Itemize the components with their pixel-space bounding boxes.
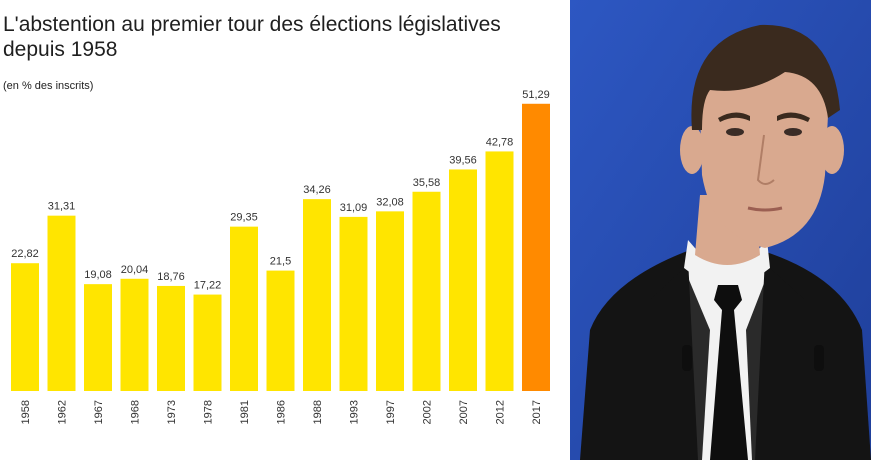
chart-title: L'abstention au premier tour des électio…: [3, 13, 501, 61]
lapel-mic-left: [682, 345, 692, 371]
x-tick-2017: 2017: [531, 400, 543, 424]
data-label-1997: 32,08: [376, 196, 404, 208]
lapel-mic-right: [814, 345, 824, 371]
bar-1967: [84, 284, 112, 391]
bar-2002: [412, 191, 441, 391]
bar-1988: [303, 199, 331, 391]
lapel-left: [630, 268, 710, 460]
bar-1978: [193, 294, 222, 391]
bar-1958: [11, 263, 39, 391]
data-label-1978: 17,22: [194, 280, 222, 292]
face: [700, 60, 828, 248]
data-label-2002: 35,58: [413, 177, 441, 189]
bar-chart: 22,82 1958 31,31 1962 19,08 1967 20,04 1968 18,7…: [11, 89, 550, 424]
portrait-image: [570, 0, 871, 460]
data-label-1958: 22,82: [11, 248, 39, 260]
data-label-2007: 39,56: [449, 154, 477, 166]
bar-1962: [47, 215, 76, 391]
bar-1973: [157, 285, 185, 391]
data-label-1973: 18,76: [157, 271, 185, 283]
bar-2017: [522, 103, 550, 391]
eyebrow-right: [777, 112, 810, 122]
x-tick-1958: 1958: [20, 400, 32, 424]
data-label-1988: 34,26: [303, 184, 331, 196]
data-label-2017: 51,29: [522, 89, 550, 101]
chart-subtitle: (en % des inscrits): [3, 80, 94, 92]
bar-1986: [266, 270, 295, 391]
tie: [710, 285, 748, 460]
lapel-right: [746, 268, 825, 460]
bar-1981: [230, 226, 258, 391]
x-tick-1973: 1973: [166, 400, 178, 424]
portrait-photo: [570, 0, 871, 460]
ear-left: [680, 126, 704, 174]
eye-left: [726, 128, 744, 136]
x-tick-1988: 1988: [312, 400, 324, 424]
x-tick-1978: 1978: [203, 400, 215, 424]
data-label-1967: 19,08: [84, 269, 112, 281]
data-label-1962: 31,31: [48, 201, 76, 213]
x-tick-2012: 2012: [495, 400, 507, 424]
x-tick-2007: 2007: [458, 400, 470, 424]
x-tick-1997: 1997: [385, 400, 397, 424]
mouth: [747, 206, 783, 212]
x-tick-2002: 2002: [422, 400, 434, 424]
chart-panel: L'abstention au premier tour des électio…: [3, 13, 550, 425]
eye-right: [784, 128, 802, 136]
bar-2007: [449, 169, 477, 391]
bar-1993: [339, 216, 368, 391]
x-tick-1986: 1986: [276, 400, 288, 424]
data-label-2012: 42,78: [486, 136, 514, 148]
x-tick-1981: 1981: [239, 400, 251, 424]
x-tick-1993: 1993: [349, 400, 361, 424]
data-label-1968: 20,04: [121, 264, 149, 276]
nose: [756, 134, 775, 185]
x-tick-1967: 1967: [93, 400, 105, 424]
data-label-1993: 31,09: [340, 202, 368, 214]
eyebrow-left: [718, 112, 750, 122]
x-tick-1962: 1962: [57, 400, 69, 424]
data-label-1986: 21,5: [270, 256, 291, 268]
bar-1997: [376, 211, 404, 391]
data-label-1981: 29,35: [230, 212, 258, 224]
bar-1968: [120, 278, 149, 391]
x-tick-1968: 1968: [130, 400, 142, 424]
hair: [691, 24, 840, 130]
bar-2012: [485, 151, 514, 391]
